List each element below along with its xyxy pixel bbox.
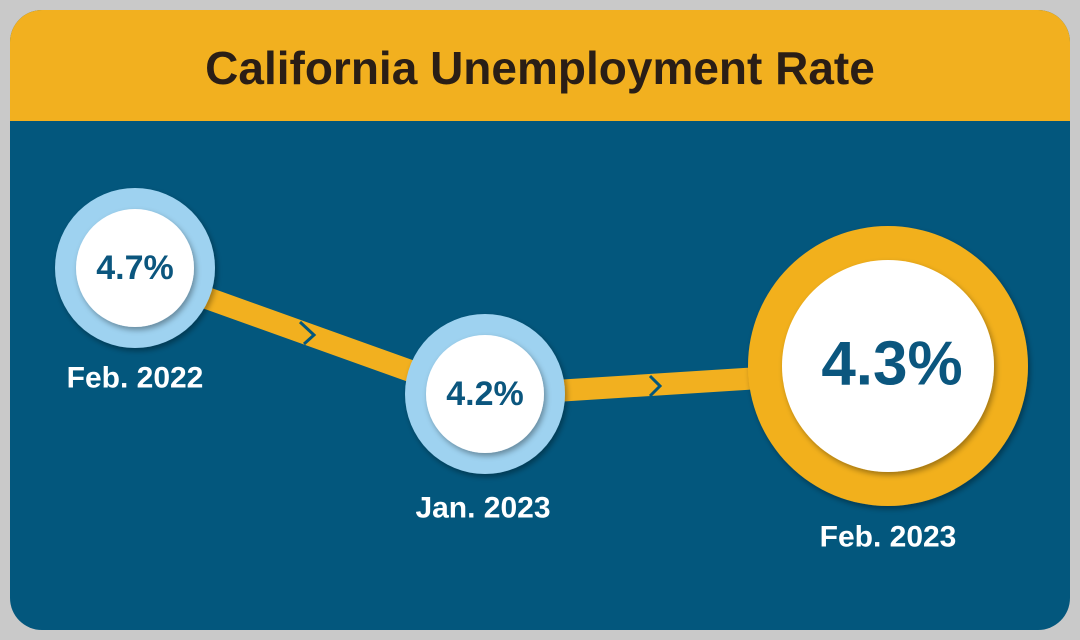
- header-band: [10, 10, 1070, 121]
- title: California Unemployment Rate: [205, 42, 875, 94]
- point: 4.2% Jan. 2023: [405, 314, 565, 525]
- value: 4.2%: [446, 375, 524, 413]
- arrow-chevron: [298, 320, 317, 346]
- label: Feb. 2022: [67, 362, 204, 395]
- point: 4.7% Feb. 2022: [55, 188, 215, 395]
- disc: [782, 260, 994, 472]
- connectors: [186, 281, 761, 402]
- disc: [76, 209, 194, 327]
- connector: [186, 281, 434, 389]
- label: Jan. 2023: [415, 492, 550, 525]
- disc: [426, 335, 544, 453]
- arrow-chevron: [648, 374, 663, 398]
- value: 4.3%: [821, 330, 962, 399]
- value: 4.7%: [96, 249, 174, 287]
- point: 4.3% Feb. 2023: [748, 226, 1028, 554]
- label: Feb. 2023: [820, 521, 957, 554]
